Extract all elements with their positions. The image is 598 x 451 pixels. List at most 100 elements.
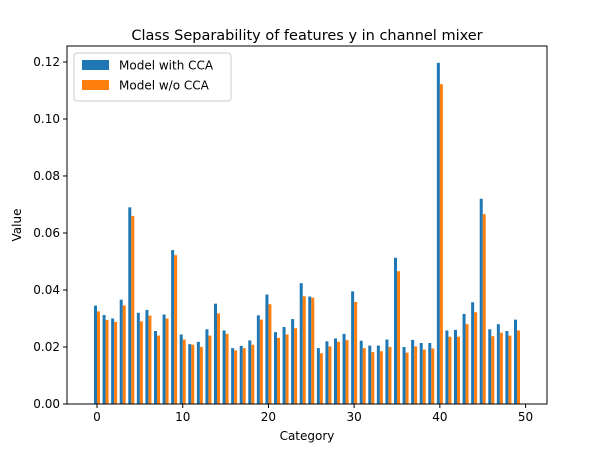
bar-without-cca-32 xyxy=(371,352,375,404)
y-tick-label: 0.12 xyxy=(33,55,60,69)
legend: Model with CCA Model w/o CCA xyxy=(73,52,232,102)
bar-without-cca-4 xyxy=(131,215,135,404)
y-tick-label: 0.10 xyxy=(33,112,60,126)
bar-with-cca-15 xyxy=(222,330,226,404)
bar-without-cca-1 xyxy=(105,319,109,404)
legend-box xyxy=(73,52,232,102)
bar-with-cca-49 xyxy=(514,319,517,404)
bar-with-cca-6 xyxy=(145,309,149,404)
y-tick-label: 0.04 xyxy=(33,283,60,297)
bar-with-cca-33 xyxy=(376,345,380,404)
bar-without-cca-33 xyxy=(379,351,383,404)
bar-with-cca-12 xyxy=(196,341,200,404)
bar-with-cca-36 xyxy=(402,346,406,404)
bar-with-cca-21 xyxy=(274,332,277,404)
bar-without-cca-37 xyxy=(414,346,418,404)
bar-with-cca-48 xyxy=(505,331,509,404)
bar-with-cca-18 xyxy=(248,340,252,404)
bar-without-cca-18 xyxy=(251,344,255,404)
bar-without-cca-8 xyxy=(165,318,169,404)
bar-with-cca-38 xyxy=(419,343,423,404)
bar-without-cca-0 xyxy=(97,311,100,404)
bar-without-cca-27 xyxy=(328,346,332,404)
x-tick-label: 40 xyxy=(432,410,447,424)
bar-without-cca-20 xyxy=(268,304,272,404)
y-tick-label: 0.08 xyxy=(33,169,60,183)
bar-without-cca-42 xyxy=(457,336,460,404)
bar-with-cca-25 xyxy=(308,296,312,404)
bar-with-cca-0 xyxy=(94,305,97,404)
bar-with-cca-43 xyxy=(462,313,466,404)
legend-label-without-cca: Model w/o CCA xyxy=(119,79,210,93)
bar-without-cca-29 xyxy=(345,340,349,404)
bar-without-cca-11 xyxy=(191,344,195,404)
bar-without-cca-3 xyxy=(122,305,126,404)
legend-swatch-with-cca xyxy=(82,60,109,70)
bar-with-cca-40 xyxy=(436,62,440,404)
bar-with-cca-35 xyxy=(394,257,397,404)
bar-without-cca-13 xyxy=(208,335,212,404)
x-axis-label: Category xyxy=(280,429,335,443)
bar-with-cca-1 xyxy=(102,315,106,404)
bar-without-cca-40 xyxy=(439,84,443,404)
bar-without-cca-19 xyxy=(259,319,263,404)
bar-with-cca-11 xyxy=(188,344,192,404)
x-tick-label: 20 xyxy=(261,410,276,424)
bar-with-cca-4 xyxy=(128,207,132,404)
bar-without-cca-16 xyxy=(234,350,238,404)
bar-with-cca-5 xyxy=(136,312,140,404)
bar-without-cca-7 xyxy=(157,335,160,404)
bar-without-cca-10 xyxy=(182,339,186,404)
x-tick-label: 30 xyxy=(347,410,362,424)
bar-without-cca-6 xyxy=(148,315,152,404)
bar-with-cca-10 xyxy=(179,334,183,404)
bar-without-cca-49 xyxy=(517,330,520,404)
bar-without-cca-26 xyxy=(319,353,323,404)
bar-with-cca-9 xyxy=(171,250,175,404)
bar-without-cca-22 xyxy=(285,334,289,404)
bar-without-cca-15 xyxy=(225,333,229,404)
bar-without-cca-23 xyxy=(294,328,298,404)
bar-without-cca-47 xyxy=(499,332,503,404)
bar-with-cca-26 xyxy=(316,348,320,404)
bar-without-cca-14 xyxy=(217,313,220,404)
y-axis-label: Value xyxy=(10,209,24,242)
bar-with-cca-17 xyxy=(239,345,243,404)
bar-without-cca-45 xyxy=(482,214,486,404)
chart-title: Class Separability of features y in chan… xyxy=(131,28,482,44)
bar-without-cca-31 xyxy=(362,348,366,404)
bar-with-cca-22 xyxy=(282,327,286,404)
bar-with-cca-13 xyxy=(205,329,209,404)
y-tick-label: 0.02 xyxy=(33,340,60,354)
bar-without-cca-21 xyxy=(277,337,280,404)
bar-with-cca-7 xyxy=(154,331,157,404)
bar-with-cca-45 xyxy=(479,198,483,404)
bar-without-cca-30 xyxy=(354,301,358,404)
bars-group xyxy=(94,62,520,404)
bar-with-cca-23 xyxy=(291,319,295,404)
bar-without-cca-38 xyxy=(422,349,426,404)
legend-label-with-cca: Model with CCA xyxy=(119,59,214,73)
bar-without-cca-36 xyxy=(405,352,409,404)
bar-without-cca-28 xyxy=(337,341,340,404)
bar-without-cca-46 xyxy=(491,336,495,404)
bar-without-cca-41 xyxy=(448,336,452,404)
y-axis: 0.00 0.02 0.04 0.06 0.08 0.10 0.12 xyxy=(33,55,67,411)
bar-with-cca-47 xyxy=(496,324,500,404)
y-tick-label: 0.06 xyxy=(33,226,60,240)
bar-with-cca-28 xyxy=(334,338,337,404)
bar-without-cca-39 xyxy=(431,348,435,404)
bar-with-cca-31 xyxy=(359,340,363,404)
bar-with-cca-34 xyxy=(385,339,389,404)
bar-with-cca-39 xyxy=(428,343,432,404)
bar-without-cca-48 xyxy=(508,335,512,404)
x-tick-label: 50 xyxy=(518,410,533,424)
bar-with-cca-16 xyxy=(231,348,235,404)
legend-swatch-without-cca xyxy=(82,80,109,90)
bar-without-cca-44 xyxy=(474,312,478,404)
bar-with-cca-2 xyxy=(111,318,115,404)
x-axis: 0 10 20 30 40 50 xyxy=(93,404,533,424)
bar-with-cca-32 xyxy=(368,345,372,404)
bar-without-cca-12 xyxy=(199,346,203,404)
bar-without-cca-43 xyxy=(465,324,469,404)
